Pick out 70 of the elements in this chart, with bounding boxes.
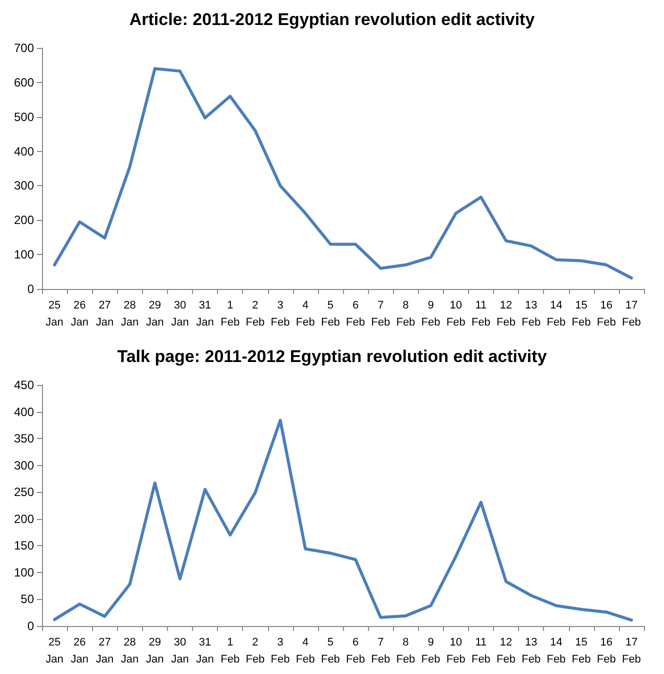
x-tick-label: 25 Jan	[46, 636, 64, 666]
y-tick-label: 700	[14, 41, 34, 55]
x-tick-label: 2 Feb	[246, 636, 265, 666]
x-tick-label: 3 Feb	[270, 636, 290, 666]
x-tick-label: 10 Feb	[446, 300, 466, 328]
x-tick-label: 7 Feb	[371, 636, 390, 666]
line-series	[53, 67, 633, 280]
x-tick-label: 6 Feb	[346, 636, 366, 666]
x-tick-label: 13 Feb	[522, 636, 541, 666]
chart-title: Article: 2011-2012 Egyptian revolution edit activity	[129, 10, 536, 29]
x-tick-label: 17 Feb	[622, 636, 641, 666]
x-tick-label: 7 Feb	[371, 300, 390, 328]
line-series	[53, 418, 633, 622]
x-tick-label: 28 Jan	[120, 300, 139, 328]
y-tick-label: 500	[14, 110, 34, 124]
y-tick-label: 200	[14, 213, 34, 228]
x-tick-label: 10 Feb	[446, 636, 466, 666]
y-tick-label: 400	[14, 404, 34, 419]
x-tick-label: 1 Feb	[220, 636, 240, 666]
x-tick-label: 8 Feb	[396, 636, 416, 666]
x-tick-label: 1 Feb	[220, 300, 240, 328]
x-tick-label: 25 Jan	[46, 300, 64, 328]
x-tick-label: 15 Feb	[572, 300, 591, 328]
x-tick-label: 27 Jan	[96, 300, 114, 328]
y-tick-label: 400	[14, 144, 34, 158]
x-tick-label: 16 Feb	[596, 300, 616, 328]
x-tick-label: 5 Feb	[320, 300, 340, 328]
y-tick-label: 300	[14, 458, 34, 472]
x-tick-label: 11 Feb	[471, 636, 490, 666]
y-tick-label: 100	[14, 565, 34, 580]
x-tick-label: 30 Jan	[171, 300, 189, 328]
x-tick-label: 14 Feb	[546, 636, 566, 666]
x-tick-label: 16 Feb	[596, 636, 616, 666]
x-tick-label: 3 Feb	[270, 300, 290, 328]
x-tick-label: 29 Jan	[146, 300, 164, 328]
x-tick-label: 28 Jan	[120, 636, 139, 666]
x-tick-label: 2 Feb	[246, 300, 265, 328]
x-tick-label: 5 Feb	[320, 636, 340, 666]
x-tick-label: 17 Feb	[622, 300, 641, 328]
x-tick-label: 31 Jan	[196, 636, 214, 666]
x-tick-label: 11 Feb	[471, 300, 490, 328]
x-tick-label: 4 Feb	[296, 300, 315, 328]
x-tick-label: 15 Feb	[572, 636, 591, 666]
x-tick-label: 8 Feb	[396, 300, 416, 328]
x-tick-label: 12 Feb	[496, 300, 516, 328]
y-tick-label: 150	[14, 538, 34, 553]
x-tick-label: 14 Feb	[546, 300, 566, 328]
x-tick-label: 9 Feb	[421, 636, 440, 666]
x-tick-label: 29 Jan	[146, 636, 164, 666]
y-tick-label: 100	[14, 248, 34, 262]
y-tick-label: 350	[14, 432, 34, 446]
y-tick-label: 250	[14, 485, 34, 500]
x-tick-label: 26 Jan	[70, 636, 88, 666]
y-tick-label: 600	[14, 75, 34, 90]
x-tick-label: 13 Feb	[522, 300, 541, 328]
x-tick-label: 4 Feb	[296, 636, 315, 666]
y-tick-label: 300	[14, 178, 34, 193]
x-tick-label: 6 Feb	[346, 300, 366, 328]
y-tick-label: 50	[20, 592, 34, 606]
y-tick-label: 200	[14, 512, 34, 526]
x-tick-label: 30 Jan	[171, 636, 189, 666]
x-tick-label: 9 Feb	[421, 300, 440, 328]
x-tick-label: 27 Jan	[96, 636, 114, 666]
x-tick-label: 26 Jan	[70, 300, 88, 328]
x-tick-label: 12 Feb	[496, 636, 516, 666]
chart-title: Talk page: 2011-2012 Egyptian revolution edit activity	[117, 347, 548, 366]
y-tick-label: 0	[27, 619, 34, 633]
y-tick-label: 450	[14, 378, 34, 392]
x-tick-label: 31 Jan	[196, 300, 214, 328]
y-tick-label: 0	[27, 282, 34, 296]
